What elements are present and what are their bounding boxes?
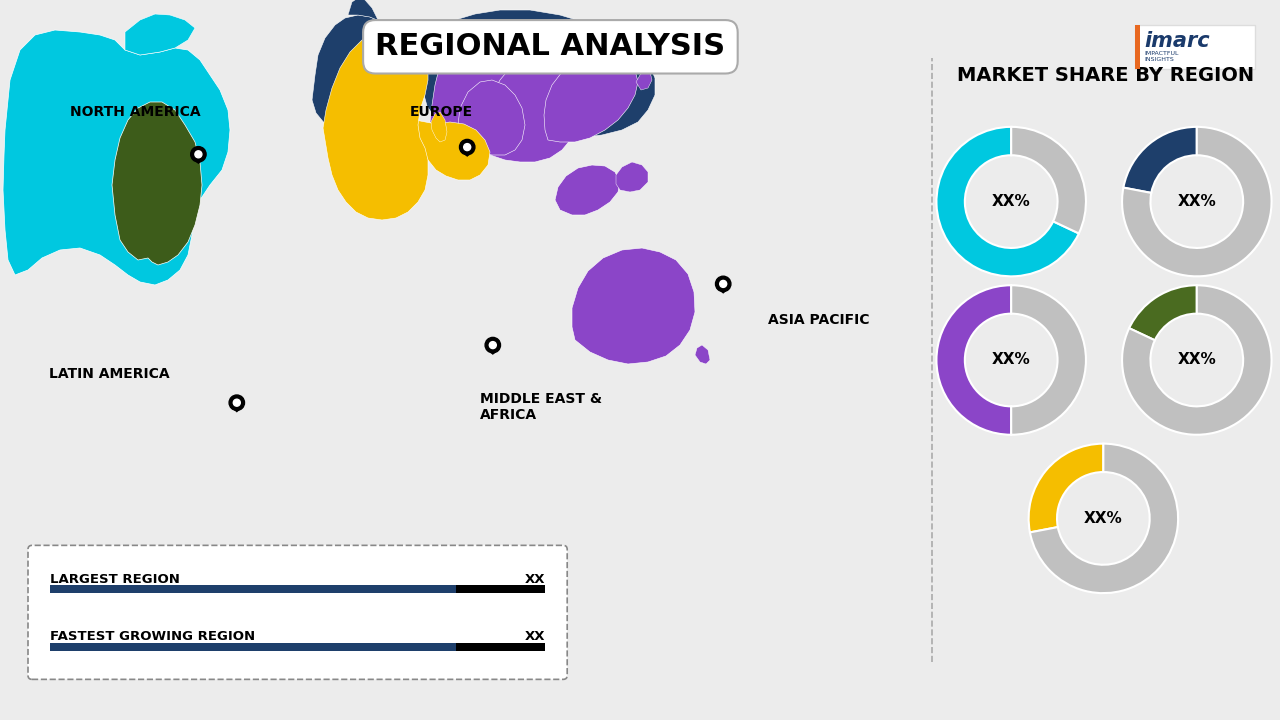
Text: MARKET SHARE BY REGION: MARKET SHARE BY REGION [957, 66, 1254, 85]
Text: XX%: XX% [1178, 353, 1216, 367]
Polygon shape [461, 151, 474, 157]
Circle shape [716, 276, 731, 292]
Text: XX: XX [525, 573, 545, 586]
Wedge shape [1129, 285, 1197, 341]
Polygon shape [430, 20, 558, 155]
Polygon shape [192, 158, 205, 164]
Text: IMPACTFUL
INSIGHTS: IMPACTFUL INSIGHTS [1144, 51, 1179, 62]
Polygon shape [636, 70, 652, 90]
Text: XX%: XX% [1178, 194, 1216, 209]
Polygon shape [486, 349, 499, 355]
Text: MIDDLE EAST &
AFRICA: MIDDLE EAST & AFRICA [480, 392, 602, 422]
Text: XX: XX [525, 630, 545, 643]
Wedge shape [1030, 444, 1178, 593]
FancyBboxPatch shape [1134, 24, 1254, 69]
Polygon shape [544, 50, 637, 142]
Bar [456, 643, 545, 651]
Wedge shape [937, 285, 1011, 435]
Polygon shape [616, 162, 648, 192]
Text: FASTEST GROWING REGION: FASTEST GROWING REGION [50, 630, 255, 643]
Polygon shape [323, 30, 428, 220]
Polygon shape [113, 102, 202, 265]
Polygon shape [230, 407, 243, 413]
Bar [50, 643, 456, 651]
Polygon shape [3, 30, 230, 285]
Circle shape [195, 150, 202, 158]
Circle shape [460, 140, 475, 155]
Bar [50, 585, 456, 593]
Polygon shape [486, 55, 585, 162]
Circle shape [463, 143, 471, 150]
Polygon shape [415, 120, 490, 180]
Bar [1134, 24, 1139, 69]
Wedge shape [937, 127, 1079, 276]
Polygon shape [420, 10, 655, 140]
Circle shape [191, 147, 206, 162]
Text: imarc: imarc [1144, 31, 1211, 51]
Text: XX%: XX% [992, 353, 1030, 367]
Wedge shape [1123, 127, 1271, 276]
Text: LATIN AMERICA: LATIN AMERICA [49, 367, 169, 382]
Circle shape [485, 338, 500, 353]
Polygon shape [717, 288, 730, 294]
Wedge shape [1011, 127, 1085, 233]
Text: LARGEST REGION: LARGEST REGION [50, 573, 180, 586]
Wedge shape [1124, 127, 1197, 193]
Circle shape [489, 341, 497, 348]
Wedge shape [1123, 285, 1271, 435]
Polygon shape [348, 0, 381, 22]
Text: ASIA PACIFIC: ASIA PACIFIC [768, 313, 869, 328]
Polygon shape [695, 345, 710, 364]
Text: EUROPE: EUROPE [410, 104, 472, 119]
Polygon shape [125, 14, 195, 55]
Circle shape [229, 395, 244, 410]
Polygon shape [312, 15, 422, 148]
Text: XX%: XX% [1084, 511, 1123, 526]
Circle shape [233, 399, 241, 406]
Wedge shape [1011, 285, 1085, 435]
Circle shape [719, 280, 727, 287]
Polygon shape [556, 165, 620, 215]
Text: XX%: XX% [992, 194, 1030, 209]
Bar [456, 585, 545, 593]
Polygon shape [572, 248, 695, 364]
Text: NORTH AMERICA: NORTH AMERICA [70, 104, 201, 119]
Polygon shape [458, 80, 525, 155]
FancyBboxPatch shape [28, 545, 567, 680]
Polygon shape [431, 112, 447, 142]
Wedge shape [1029, 444, 1103, 532]
Text: REGIONAL ANALYSIS: REGIONAL ANALYSIS [375, 32, 726, 61]
